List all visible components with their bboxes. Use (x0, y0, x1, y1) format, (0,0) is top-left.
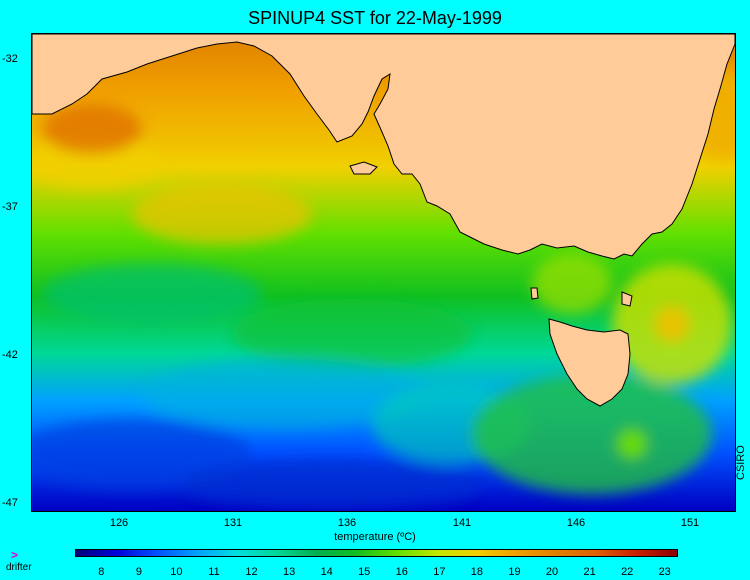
tasmania (548, 318, 631, 407)
colorbar-title: temperature (ºC) (334, 531, 416, 543)
sst-map-svg (32, 34, 735, 511)
x-tick-label: 136 (337, 517, 357, 529)
y-tick-label: -32 (2, 53, 18, 65)
colorbar-tick-label: 13 (282, 566, 296, 578)
sst-map[interactable] (31, 33, 736, 512)
y-tick-label: -42 (2, 349, 18, 361)
colorbar-tick-label: 22 (621, 566, 634, 578)
colorbar-tick-label: 20 (545, 566, 559, 578)
drifter-marker-icon: > (11, 548, 19, 562)
colorbar-tick-label: 10 (170, 566, 183, 578)
kangaroo-island (349, 161, 378, 175)
x-tick-label: 131 (223, 517, 243, 529)
credit-label: CSIRO (735, 445, 747, 480)
colorbar-tick-label: 11 (208, 566, 220, 578)
drifter-label: drifter (6, 562, 32, 573)
colorbar-tick-label: 19 (508, 566, 521, 578)
drifter-legend: > drifter (6, 548, 32, 573)
x-tick-label: 151 (680, 517, 700, 529)
map-title: SPINUP4 SST for 22-May-1999 (248, 8, 502, 28)
x-tick-label: 146 (566, 517, 586, 529)
colorbar-tick-label: 12 (245, 566, 258, 578)
y-tick-label: -37 (2, 201, 18, 213)
colorbar-tick-label: 15 (358, 566, 371, 578)
colorbar-tick-label: 23 (658, 566, 671, 578)
king-island (530, 287, 539, 300)
x-tick-label: 126 (109, 517, 129, 529)
colorbar-tick-label: 16 (395, 566, 408, 578)
colorbar-tick-label: 18 (470, 566, 484, 578)
y-tick-label: -47 (2, 497, 18, 509)
colorbar-tick-label: 17 (433, 566, 446, 578)
australia-mainland (32, 34, 735, 260)
x-tick-label: 141 (452, 517, 472, 529)
colorbar-tick-label: 14 (320, 566, 333, 578)
colorbar (75, 549, 678, 557)
flinders-island (621, 291, 633, 307)
colorbar-tick-label: 9 (135, 566, 142, 578)
colorbar-tick-label: 8 (98, 566, 105, 578)
colorbar-tick-label: 21 (583, 566, 596, 578)
